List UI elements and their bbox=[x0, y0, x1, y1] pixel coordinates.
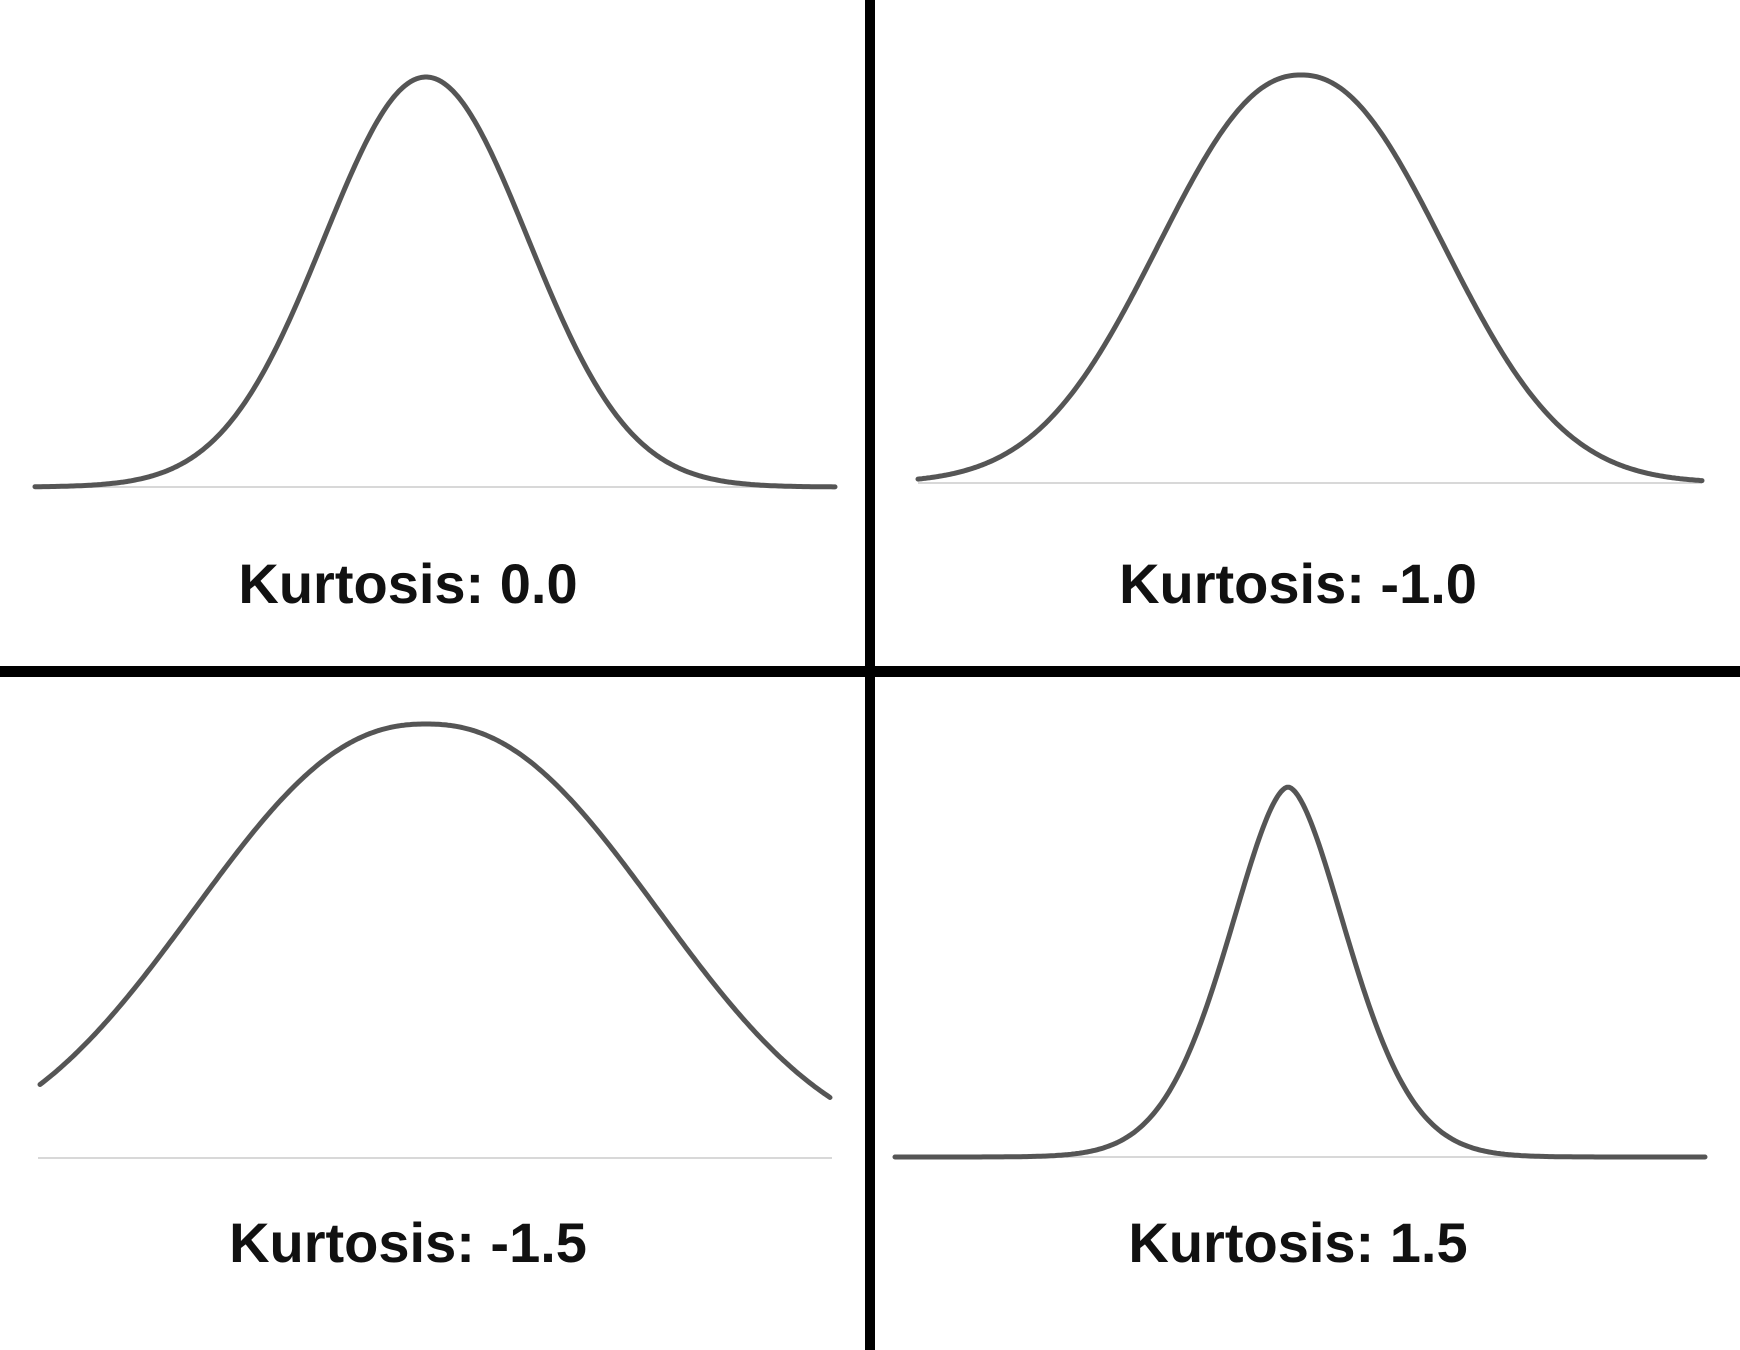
bell-curve bbox=[32, 74, 838, 490]
horizontal-divider bbox=[0, 666, 1740, 677]
panel-kurtosis-minus-1: Kurtosis: -1.0 bbox=[915, 72, 1705, 615]
bell-curve bbox=[892, 784, 1708, 1160]
bell-curve bbox=[915, 72, 1705, 484]
panel-label: Kurtosis: 1.5 bbox=[1128, 1211, 1467, 1274]
panel-label: Kurtosis: -1.5 bbox=[229, 1211, 587, 1274]
panel-label: Kurtosis: 0.0 bbox=[238, 552, 577, 615]
panel-kurtosis-1-5: Kurtosis: 1.5 bbox=[892, 784, 1708, 1274]
bell-curve bbox=[37, 721, 833, 1100]
panel-label: Kurtosis: -1.0 bbox=[1119, 552, 1477, 615]
panel-kurtosis-0: Kurtosis: 0.0 bbox=[32, 74, 838, 615]
panel-kurtosis-minus-1-5: Kurtosis: -1.5 bbox=[37, 721, 833, 1274]
